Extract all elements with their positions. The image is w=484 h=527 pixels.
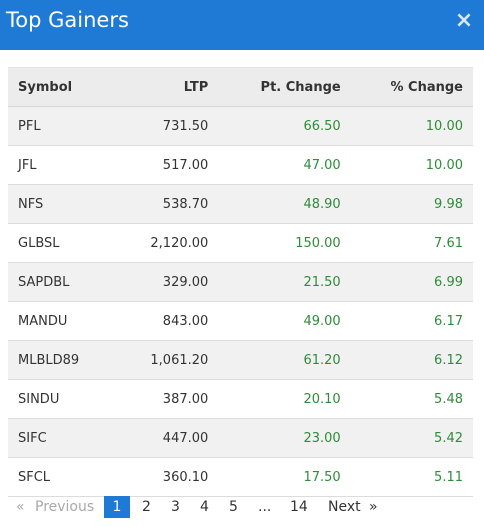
cell-symbol[interactable]: PFL — [8, 106, 116, 146]
cell-ltp: 517.00 — [115, 145, 219, 185]
table-row[interactable]: SINDU 387.00 20.10 5.48 — [8, 379, 473, 419]
cell-symbol[interactable]: JFL — [8, 145, 116, 185]
column-header-pct-change[interactable]: % Change — [350, 67, 473, 107]
close-icon[interactable]: × — [454, 8, 474, 33]
cell-pct-change: 10.00 — [350, 106, 473, 146]
cell-ltp: 2,120.00 — [115, 223, 219, 263]
table-row[interactable]: MANDU 843.00 49.00 6.17 — [8, 301, 473, 341]
cell-symbol[interactable]: SAPDBL — [8, 262, 116, 302]
column-header-ltp[interactable]: LTP — [115, 67, 219, 107]
cell-pt-change: 17.50 — [218, 457, 351, 497]
table-row[interactable]: GLBSL 2,120.00 150.00 7.61 — [8, 223, 473, 263]
cell-pct-change: 5.42 — [350, 418, 473, 458]
cell-ltp: 360.10 — [115, 457, 219, 497]
page-4-button[interactable]: 4 — [200, 499, 209, 515]
cell-pt-change: 21.50 — [218, 262, 351, 302]
cell-symbol[interactable]: SINDU — [8, 379, 116, 419]
top-gainers-table: Symbol LTP Pt. Change % Change PFL 731.5… — [8, 67, 473, 497]
cell-symbol[interactable]: SFCL — [8, 457, 116, 497]
cell-ltp: 843.00 — [115, 301, 219, 341]
table-row[interactable]: SFCL 360.10 17.50 5.11 — [8, 457, 473, 497]
pagination-ellipsis: ... — [258, 499, 272, 515]
cell-ltp: 447.00 — [115, 418, 219, 458]
page-2-button[interactable]: 2 — [142, 499, 151, 515]
table-header-row: Symbol LTP Pt. Change % Change — [8, 67, 473, 107]
column-header-pt-change[interactable]: Pt. Change — [218, 67, 351, 107]
table-row[interactable]: JFL 517.00 47.00 10.00 — [8, 145, 473, 185]
cell-pt-change: 61.20 — [218, 340, 351, 380]
modal-title: Top Gainers — [6, 8, 129, 32]
table-row[interactable]: SIFC 447.00 23.00 5.42 — [8, 418, 473, 458]
page-1-button[interactable]: 1 — [104, 496, 130, 518]
cell-pt-change: 66.50 — [218, 106, 351, 146]
cell-ltp: 329.00 — [115, 262, 219, 302]
table-row[interactable]: MLBLD89 1,061.20 61.20 6.12 — [8, 340, 473, 380]
cell-symbol[interactable]: SIFC — [8, 418, 116, 458]
previous-button: Previous — [35, 499, 95, 515]
cell-pt-change: 20.10 — [218, 379, 351, 419]
page-5-button[interactable]: 5 — [229, 499, 238, 515]
cell-pct-change: 6.12 — [350, 340, 473, 380]
cell-symbol[interactable]: NFS — [8, 184, 116, 224]
cell-ltp: 387.00 — [115, 379, 219, 419]
next-arrow-icon[interactable]: » — [369, 499, 378, 515]
page-14-button[interactable]: 14 — [290, 499, 308, 515]
cell-symbol[interactable]: MANDU — [8, 301, 116, 341]
cell-pt-change: 47.00 — [218, 145, 351, 185]
table-row[interactable]: PFL 731.50 66.50 10.00 — [8, 106, 473, 146]
page-3-button[interactable]: 3 — [171, 499, 180, 515]
cell-symbol[interactable]: GLBSL — [8, 223, 116, 263]
cell-symbol[interactable]: MLBLD89 — [8, 340, 116, 380]
cell-ltp: 1,061.20 — [115, 340, 219, 380]
cell-pct-change: 7.61 — [350, 223, 473, 263]
cell-pt-change: 49.00 — [218, 301, 351, 341]
modal-header: Top Gainers × — [0, 0, 484, 50]
cell-ltp: 731.50 — [115, 106, 219, 146]
prev-arrow-icon: « — [16, 499, 25, 515]
cell-ltp: 538.70 — [115, 184, 219, 224]
cell-pct-change: 5.11 — [350, 457, 473, 497]
table-row[interactable]: NFS 538.70 48.90 9.98 — [8, 184, 473, 224]
cell-pt-change: 23.00 — [218, 418, 351, 458]
cell-pct-change: 6.17 — [350, 301, 473, 341]
cell-pct-change: 6.99 — [350, 262, 473, 302]
cell-pct-change: 5.48 — [350, 379, 473, 419]
table-row[interactable]: SAPDBL 329.00 21.50 6.99 — [8, 262, 473, 302]
cell-pct-change: 9.98 — [350, 184, 473, 224]
column-header-symbol[interactable]: Symbol — [8, 67, 116, 107]
cell-pt-change: 150.00 — [218, 223, 351, 263]
cell-pct-change: 10.00 — [350, 145, 473, 185]
pagination: « Previous 1 2 3 4 5 ... 14 Next » — [0, 496, 484, 518]
next-button[interactable]: Next — [328, 499, 361, 515]
cell-pt-change: 48.90 — [218, 184, 351, 224]
